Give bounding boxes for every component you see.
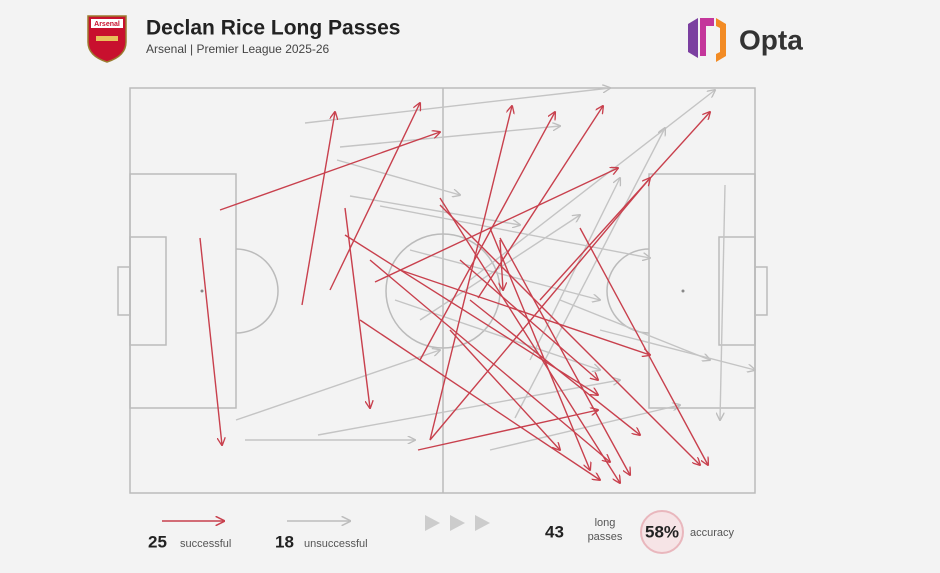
pass-arrow	[374, 168, 618, 283]
penalty-spot	[200, 289, 204, 293]
pass-arrow	[489, 227, 590, 470]
pass-arrow	[349, 195, 520, 225]
pass-arrow	[344, 207, 370, 408]
total-count: 43	[545, 522, 564, 541]
pass-arrow	[500, 239, 503, 290]
pass-arrow	[417, 410, 598, 451]
total-label: long passes	[587, 517, 623, 543]
pass-arrow	[329, 103, 420, 291]
brand: Opta	[739, 24, 803, 55]
pass-arrow	[359, 319, 600, 480]
unsuccessful-label: unsuccessful	[304, 538, 368, 550]
pass-arrow	[419, 112, 555, 361]
pass-arrow	[599, 329, 755, 370]
pass-arrow	[514, 128, 665, 419]
accuracy-value: 58%	[645, 522, 679, 541]
successful-count: 25	[148, 532, 167, 551]
crest-text: Arsenal	[94, 21, 120, 28]
pass-arrow	[459, 259, 598, 380]
passes	[199, 88, 755, 483]
pass-arrow	[529, 178, 620, 361]
pass-arrow	[539, 112, 710, 301]
pass-arrow	[369, 259, 610, 462]
subtitle: Arsenal | Premier League 2025-26	[146, 42, 330, 56]
successful-label: successful	[180, 538, 231, 550]
penalty-spot	[681, 289, 685, 293]
pass-arrow	[419, 215, 580, 321]
pass-arrow	[720, 184, 726, 420]
pass-arrow	[477, 106, 603, 299]
pass-arrow	[429, 106, 512, 441]
crest: Arsenal	[87, 15, 127, 63]
pass-arrow	[235, 350, 440, 421]
pass-arrow	[449, 329, 560, 450]
accuracy-ring	[640, 510, 684, 554]
pass-arrow	[304, 88, 610, 124]
pass-arrow	[199, 237, 222, 445]
pass-arrow	[399, 269, 650, 355]
accuracy-label: accuracy	[690, 527, 735, 539]
pass-arrow	[301, 112, 335, 306]
brand-logo: Opta	[688, 18, 803, 62]
unsuccessful-count: 18	[275, 532, 294, 551]
pass-arrow	[336, 159, 460, 195]
pass-arrow	[317, 380, 620, 436]
pass-arrow	[579, 227, 708, 465]
pass-arrow	[429, 178, 650, 441]
pass-arrow	[409, 249, 600, 300]
pass-arrow	[439, 197, 620, 483]
total-label-box: long passes	[587, 517, 623, 543]
direction-arrows	[425, 515, 490, 531]
pass-arrow	[499, 237, 630, 475]
pass-arrow	[379, 205, 650, 258]
pass-arrow	[439, 204, 700, 465]
title: Declan Rice Long Passes	[146, 17, 400, 40]
pass-arrow	[469, 299, 640, 435]
pass-arrow	[219, 132, 440, 211]
pitch	[117, 87, 768, 494]
pass-arrow	[339, 126, 560, 148]
